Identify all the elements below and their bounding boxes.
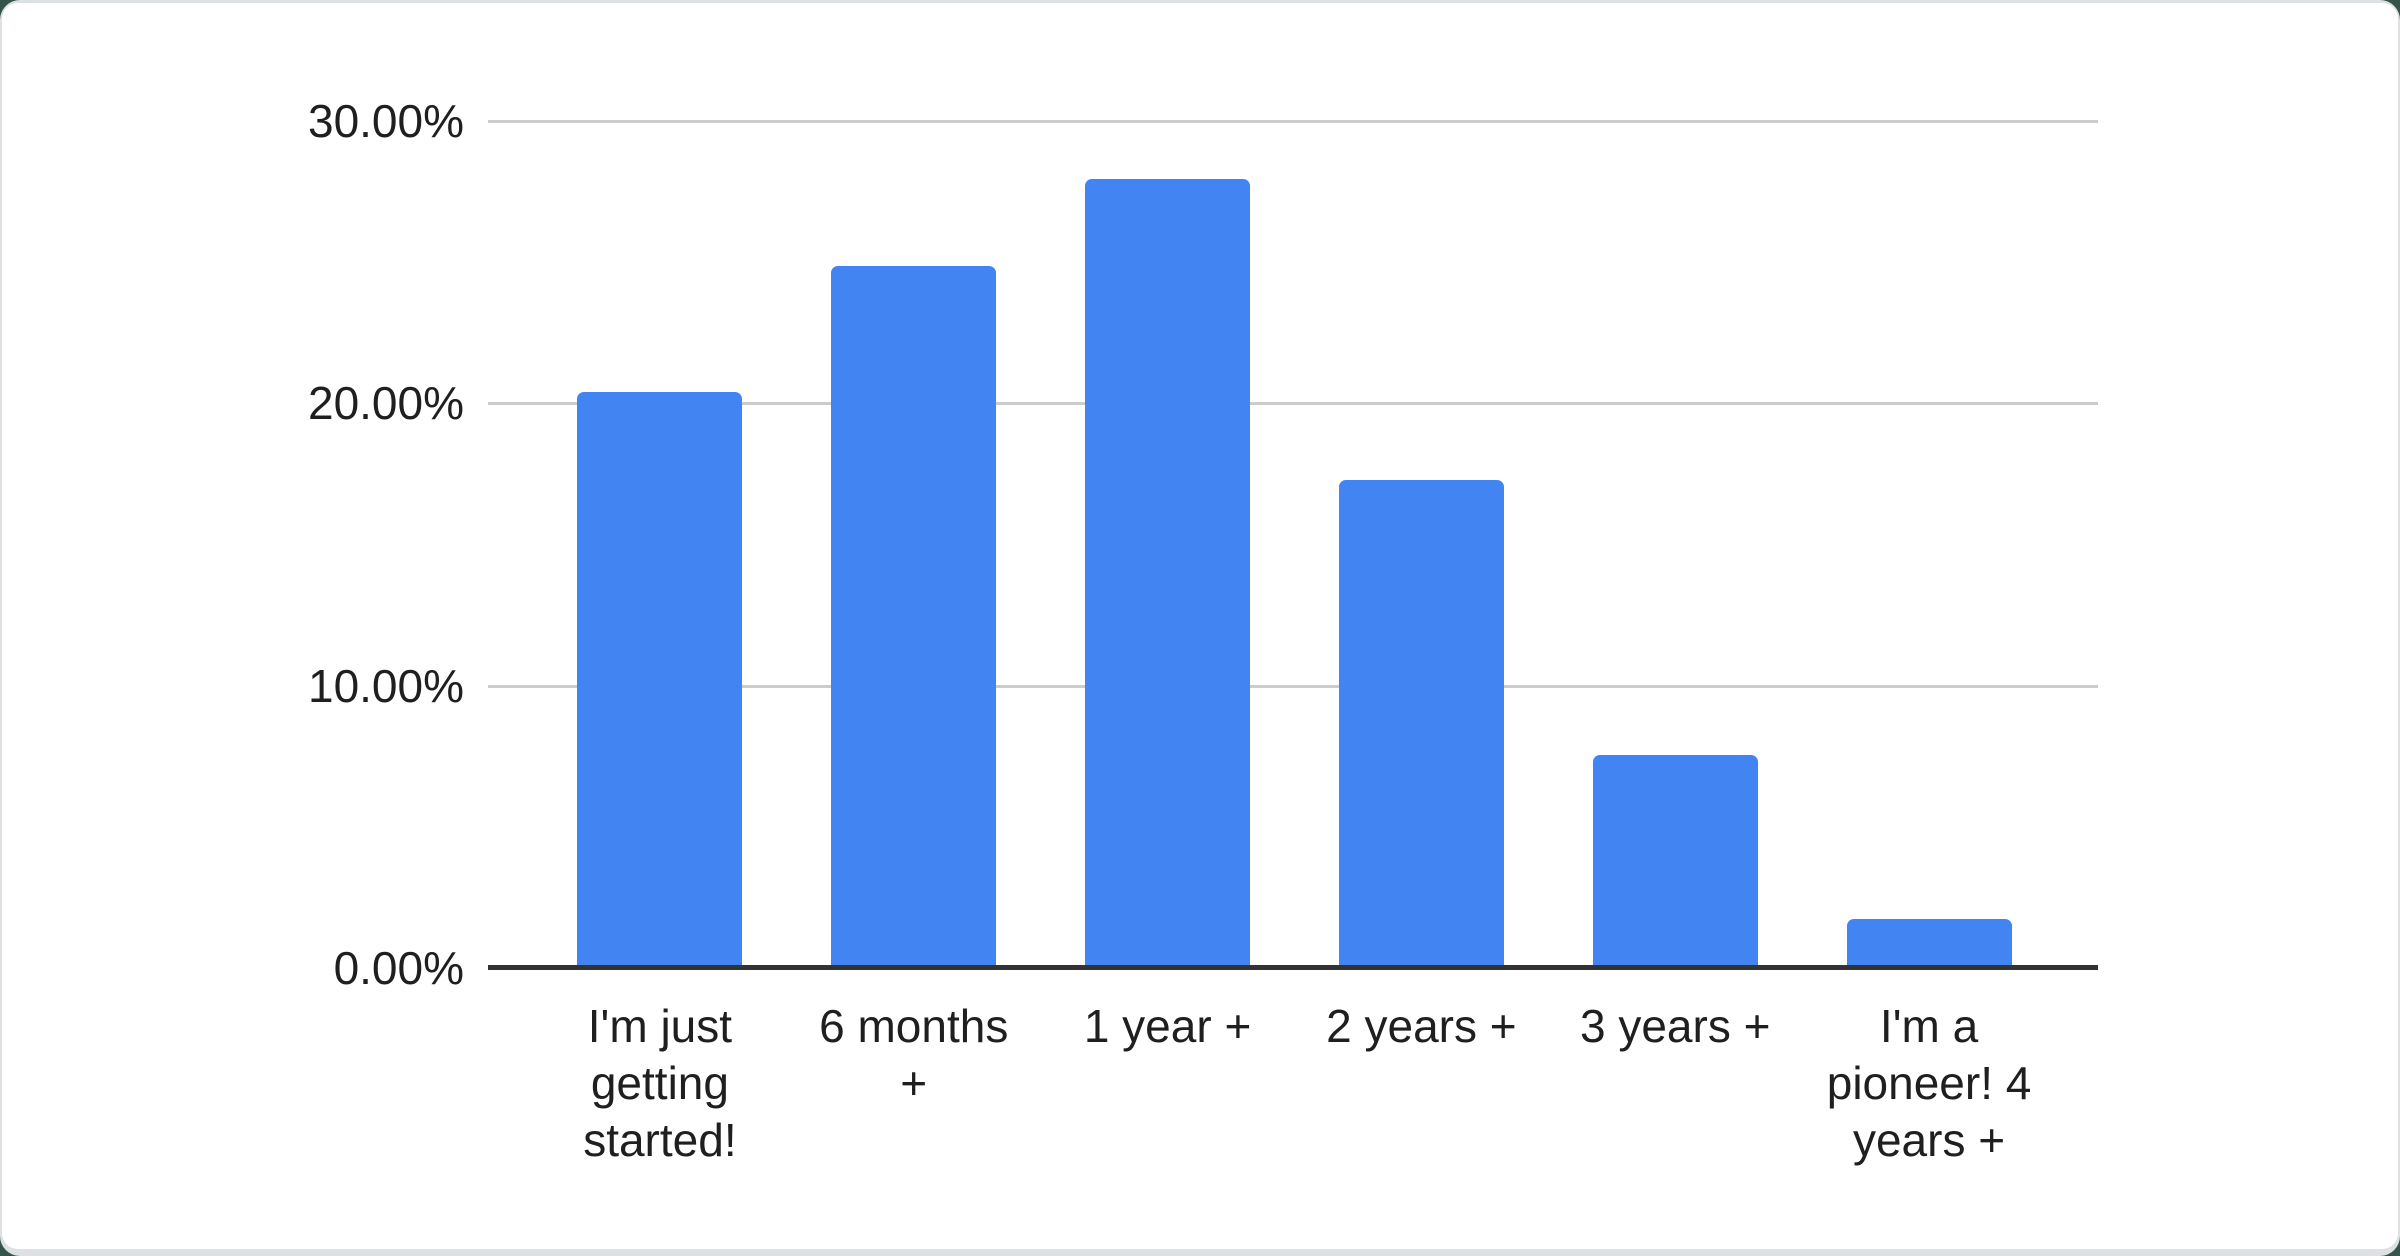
bar-4[interactable] <box>1338 479 1504 968</box>
bars-layer <box>533 121 2056 968</box>
bar-6[interactable] <box>1846 918 2012 968</box>
bar-slot <box>787 121 1041 968</box>
x-category-label: 3 years + <box>1579 1000 1771 1052</box>
bar-5[interactable] <box>1592 754 1758 968</box>
x-label-slot: 3 years + <box>1548 998 1802 1169</box>
gridline-10 <box>488 684 2098 688</box>
x-category-label: I'm a pioneer! 4 years + <box>1826 1000 2032 1166</box>
bar-slot <box>1548 121 1802 968</box>
x-label-slot: 1 year + <box>1041 998 1295 1169</box>
x-category-label: 6 months + <box>819 1000 1009 1109</box>
y-tick-label: 20.00% <box>307 377 464 430</box>
bar-slot <box>533 121 787 968</box>
x-axis-line <box>488 965 2098 970</box>
x-category-label: 2 years + <box>1326 1000 1517 1052</box>
x-label-slot: I'm a pioneer! 4 years + <box>1802 998 2056 1169</box>
bar-slot <box>1294 121 1548 968</box>
bar-slot <box>1802 121 2056 968</box>
y-tick-label: 30.00% <box>307 95 464 147</box>
x-label-slot: 2 years + <box>1294 998 1548 1169</box>
bar-3[interactable] <box>1085 178 1251 968</box>
y-tick-label: 10.00% <box>307 659 464 712</box>
x-category-label: I'm just getting started! <box>583 1000 737 1166</box>
x-category-label: 1 year + <box>1083 1000 1252 1052</box>
bar-1[interactable] <box>577 392 743 968</box>
x-label-slot: 6 months + <box>787 998 1041 1169</box>
bar-chart-plot-area <box>488 120 2098 970</box>
bar-slot <box>1041 121 1295 968</box>
y-tick-label: 0.00% <box>333 942 464 994</box>
x-label-slot: I'm just getting started! <box>533 998 787 1169</box>
x-axis-labels: I'm just getting started! 6 months + 1 yea… <box>533 998 2056 1169</box>
gridline-20 <box>488 402 2098 406</box>
gridline-30 <box>488 120 2098 123</box>
bar-2[interactable] <box>831 266 997 968</box>
